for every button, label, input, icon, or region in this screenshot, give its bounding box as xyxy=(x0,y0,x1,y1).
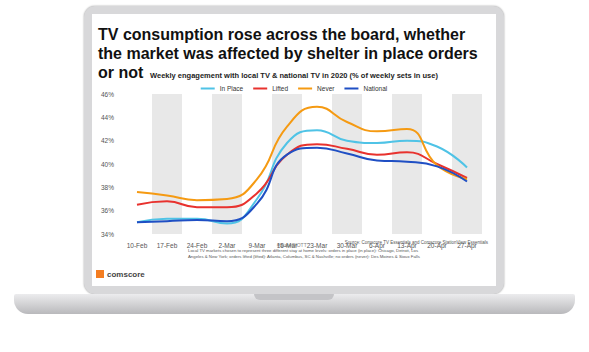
svg-text:36%: 36% xyxy=(101,207,114,214)
svg-text:Never: Never xyxy=(317,85,335,92)
svg-text:30-Mar: 30-Mar xyxy=(337,242,358,249)
svg-text:42%: 42% xyxy=(101,137,114,144)
svg-text:the market was affected by she: the market was affected by shelter in pl… xyxy=(98,45,482,62)
svg-text:23-Mar: 23-Mar xyxy=(307,242,328,249)
svg-text:National: National xyxy=(363,85,387,92)
svg-text:2-Mar: 2-Mar xyxy=(219,242,237,249)
svg-text:comscore: comscore xyxy=(107,270,145,279)
svg-text:40%: 40% xyxy=(101,161,114,168)
svg-text:13-Apr: 13-Apr xyxy=(397,242,417,250)
svg-text:6-Apr: 6-Apr xyxy=(369,242,386,250)
svg-text:46%: 46% xyxy=(101,91,114,98)
svg-text:TV consumption rose across the: TV consumption rose across the board, wh… xyxy=(98,26,470,43)
svg-text:Weekly engagement with local T: Weekly engagement with local TV & nation… xyxy=(150,71,438,80)
svg-text:9-Mar: 9-Mar xyxy=(249,242,267,249)
svg-text:17-Feb: 17-Feb xyxy=(157,242,178,249)
svg-text:Angeles & New York; orders lif: Angeles & New York; orders lifted (lifte… xyxy=(188,254,420,259)
svg-text:Local TV markets chosen to rep: Local TV markets chosen to represent thr… xyxy=(188,247,420,253)
svg-text:38%: 38% xyxy=(101,184,114,191)
svg-text:20-Apr: 20-Apr xyxy=(427,242,447,250)
svg-text:In Place: In Place xyxy=(220,85,244,92)
svg-text:or not: or not xyxy=(98,64,144,81)
svg-text:16-Mar: 16-Mar xyxy=(277,242,298,249)
svg-text:Lifted: Lifted xyxy=(272,85,288,92)
svg-text:34%: 34% xyxy=(101,231,114,238)
svg-text:24-Feb: 24-Feb xyxy=(187,242,208,249)
svg-text:10-Feb: 10-Feb xyxy=(127,242,148,249)
svg-text:44%: 44% xyxy=(101,114,114,121)
svg-text:27-Apr: 27-Apr xyxy=(457,242,477,250)
